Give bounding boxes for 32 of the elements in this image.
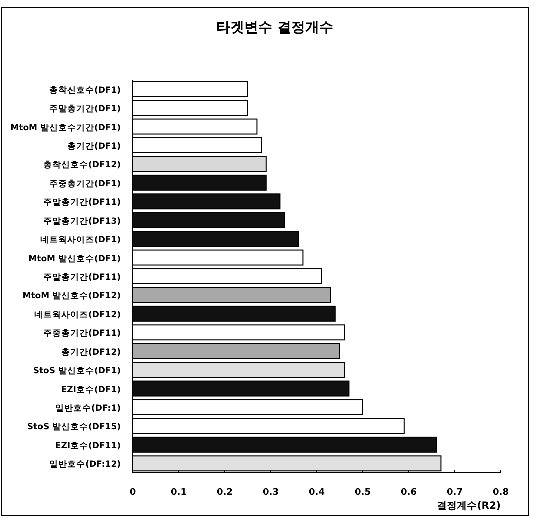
y-tick-label: EZI호수(DF11): [55, 441, 122, 452]
y-tick-label: 총착신호수(DF12): [44, 160, 122, 171]
y-tick-label: 주말총기간(DF13): [44, 216, 122, 227]
x-tick-label: 0.3: [263, 488, 279, 498]
y-tick-label: 일반호수(DF:12): [50, 460, 122, 470]
x-axis-title: 결정계수(R2): [437, 501, 501, 512]
y-tick-label: 네트웍사이즈(DF12): [34, 310, 122, 320]
x-tick-label: 0.6: [401, 488, 417, 498]
y-tick-label: 총착신호수(DF1): [49, 86, 122, 96]
y-tick-label: MtoM 발신호수(DF12): [22, 292, 122, 302]
y-tick-label: MtoM 발신호수기간(DF1): [10, 123, 122, 134]
y-tick-label: EZI호수(DF1): [61, 385, 122, 396]
y-tick-label: 일반호수(DF:1): [56, 404, 122, 414]
y-tick-label: 주말총기간(DF11): [44, 198, 122, 208]
x-tick-label: 0.7: [447, 488, 463, 498]
y-tick-label: 주중총기간(DF1): [49, 179, 122, 190]
y-tick-label: 총기간(DF1): [67, 142, 122, 152]
x-tick-label: 0.8: [493, 488, 509, 498]
y-tick-label: 총기간(DF12): [62, 348, 122, 358]
x-tick-label: 0.5: [355, 488, 371, 498]
x-tick-label: 0.1: [171, 488, 187, 498]
x-tick-label: 0.4: [309, 488, 325, 498]
y-tick-label: 주말총기간(DF1): [49, 104, 122, 115]
y-tick-label: 주말총기간(DF11): [44, 273, 122, 283]
y-tick-label: StoS 발신호수(DF15): [27, 422, 122, 433]
y-tick-label: StoS 발신호수(DF1): [33, 366, 122, 377]
chart-title: 타겟변수 결정개수: [216, 20, 334, 36]
x-tick-label: 0: [130, 488, 136, 498]
x-tick-label: 0.2: [217, 488, 233, 498]
y-tick-label: 주중총기간(DF11): [44, 329, 122, 340]
y-tick-label: 네트웍사이즈(DF1): [40, 236, 122, 246]
y-tick-label: MtoM 발신호수(DF1): [28, 254, 122, 264]
